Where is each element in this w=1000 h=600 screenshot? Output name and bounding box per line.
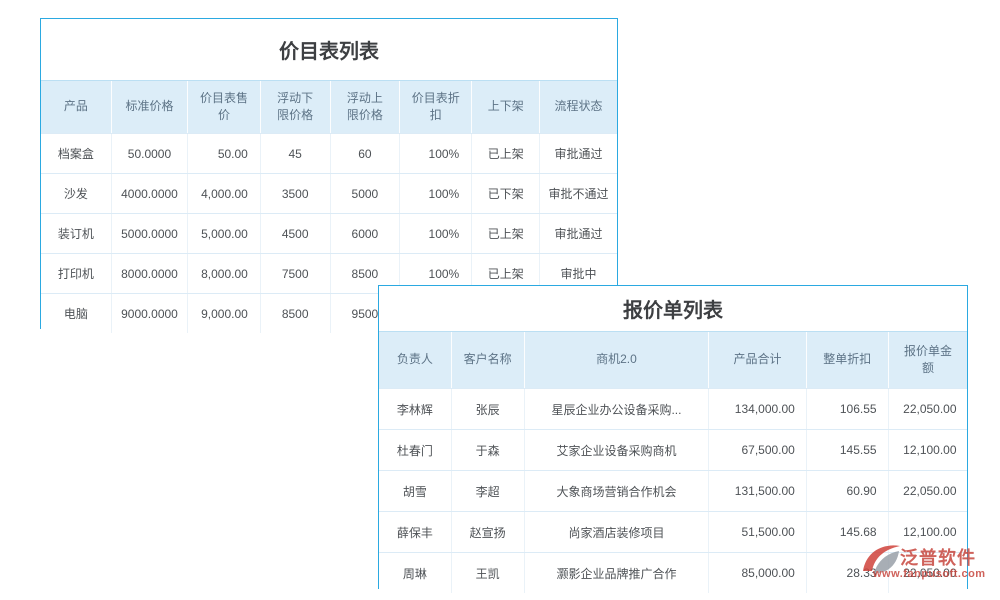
table-row: 装订机 5000.0000 5,000.00 4500 6000 100% 已上架 审批通过 (41, 213, 617, 253)
cell-product-total: 134,000.00 (708, 389, 806, 429)
column-header: 客户名称 (450, 332, 524, 388)
column-header: 流程状态 (539, 81, 617, 133)
cell-quote-amount: 12,100.00 (887, 430, 968, 470)
cell-customer[interactable]: 赵宣扬 (450, 512, 524, 552)
cell-product-total: 67,500.00 (708, 430, 806, 470)
cell-quote-amount: 22,050.00 (887, 389, 968, 429)
cell-float-lower-price: 45 (259, 134, 330, 173)
column-header: 标准价格 (110, 81, 188, 133)
cell-quote-amount: 22,050.00 (887, 553, 968, 593)
cell-product-total: 51,500.00 (708, 512, 806, 552)
price-list-table-title: 价目表列表 (41, 19, 617, 81)
cell-customer[interactable]: 李超 (450, 471, 524, 511)
cell-float-upper-price: 6000 (329, 214, 400, 253)
table-row: 杜春门 于森 艾家企业设备采购商机 67,500.00 145.55 12,100.00 (379, 429, 967, 470)
cell-product[interactable]: 打印机 (57, 267, 94, 281)
column-header: 浮动上限价格 (329, 81, 400, 133)
quotation-table-body: 李林辉 张辰 星辰企业办公设备采购... 134,000.00 106.55 22,050… (379, 388, 967, 593)
cell-standard-price: 5000.0000 (110, 214, 188, 253)
cell-customer[interactable]: 王凯 (450, 553, 524, 593)
table-row: 档案盒 50.0000 50.00 45 60 100% 已上架 审批通过 (41, 133, 617, 173)
cell-standard-price: 8000.0000 (110, 254, 188, 293)
table-row: 周琳 王凯 灏影企业品牌推广合作 85,000.00 28.33 22,050.00 (379, 552, 967, 593)
column-header: 价目表售价 (187, 81, 260, 133)
cell-owner[interactable]: 杜春门 (396, 443, 433, 458)
cell-product[interactable]: 装订机 (57, 227, 94, 241)
column-header: 价目表折扣 (399, 81, 471, 133)
quotation-table-header-row: 负责人 客户名称 商机2.0 产品合计 整单折扣 报价单金额 (379, 332, 967, 388)
cell-standard-price: 4000.0000 (110, 174, 188, 213)
cell-owner[interactable]: 周琳 (402, 566, 427, 581)
cell-standard-price: 9000.0000 (110, 294, 188, 333)
cell-opportunity[interactable]: 尚家酒店装修项目 (523, 512, 709, 552)
cell-list-price: 8,000.00 (187, 254, 260, 293)
column-header: 报价单金额 (887, 332, 968, 388)
cell-opportunity[interactable]: 灏影企业品牌推广合作 (523, 553, 709, 593)
cell-list-price: 9,000.00 (187, 294, 260, 333)
cell-shelf-status[interactable]: 已上架 (471, 254, 539, 293)
cell-order-discount: 106.55 (805, 389, 888, 429)
cell-shelf-status[interactable]: 已上架 (471, 134, 539, 173)
table-row: 薛保丰 赵宣扬 尚家酒店装修项目 51,500.00 145.68 12,100.00 (379, 511, 967, 552)
cell-order-discount: 145.55 (805, 430, 888, 470)
cell-opportunity[interactable]: 艾家企业设备采购商机 (523, 430, 709, 470)
cell-list-price: 50.00 (187, 134, 260, 173)
cell-customer[interactable]: 张辰 (450, 389, 524, 429)
cell-float-lower-price: 3500 (259, 174, 330, 213)
cell-product[interactable]: 档案盒 (57, 147, 94, 161)
cell-flow-status: 审批不通过 (539, 174, 617, 213)
price-list-table-panel: 价目表列表 产品 标准价格 价目表售价 浮动下限价格 浮动上限价格 价目表折扣 上下架 流程状… (40, 18, 618, 333)
cell-product-total: 131,500.00 (708, 471, 806, 511)
column-header: 浮动下限价格 (259, 81, 330, 133)
cell-list-price: 4,000.00 (187, 174, 260, 213)
cell-order-discount: 60.90 (805, 471, 888, 511)
cell-discount: 100% (399, 214, 471, 253)
cell-flow-status: 审批中 (539, 254, 617, 293)
column-header: 整单折扣 (805, 332, 888, 388)
quotation-table-panel: 报价单列表 负责人 客户名称 商机2.0 产品合计 整单折扣 报价单金额 李林辉 张辰 星辰企… (378, 285, 968, 593)
cell-product-total: 85,000.00 (708, 553, 806, 593)
table-row: 李林辉 张辰 星辰企业办公设备采购... 134,000.00 106.55 22,050… (379, 388, 967, 429)
cell-discount: 100% (399, 254, 471, 293)
cell-discount: 100% (399, 174, 471, 213)
cell-owner[interactable]: 李林辉 (396, 402, 433, 417)
cell-flow-status: 审批通过 (539, 214, 617, 253)
column-header: 商机2.0 (523, 332, 709, 388)
column-header: 上下架 (471, 81, 539, 133)
cell-product[interactable]: 电脑 (63, 307, 88, 321)
cell-float-upper-price: 5000 (329, 174, 400, 213)
cell-float-upper-price: 8500 (329, 254, 400, 293)
column-header: 产品合计 (708, 332, 806, 388)
cell-order-discount: 145.68 (805, 512, 888, 552)
cell-opportunity[interactable]: 大象商场营销合作机会 (523, 471, 709, 511)
cell-opportunity[interactable]: 星辰企业办公设备采购... (523, 389, 709, 429)
cell-owner[interactable]: 胡雪 (402, 484, 427, 499)
cell-quote-amount: 22,050.00 (887, 471, 968, 511)
cell-flow-status: 审批通过 (539, 134, 617, 173)
cell-customer[interactable]: 于森 (450, 430, 524, 470)
quotation-table-title: 报价单列表 (379, 286, 967, 332)
cell-float-lower-price: 7500 (259, 254, 330, 293)
cell-float-lower-price: 4500 (259, 214, 330, 253)
cell-list-price: 5,000.00 (187, 214, 260, 253)
cell-shelf-status[interactable]: 已上架 (471, 214, 539, 253)
cell-order-discount: 28.33 (805, 553, 888, 593)
column-header: 产品 (63, 99, 88, 114)
cell-owner[interactable]: 薛保丰 (396, 525, 433, 540)
cell-discount: 100% (399, 134, 471, 173)
cell-product[interactable]: 沙发 (63, 187, 88, 201)
table-row: 沙发 4000.0000 4,000.00 3500 5000 100% 已下架 审批不通过 (41, 173, 617, 213)
cell-quote-amount: 12,100.00 (887, 512, 968, 552)
cell-shelf-status[interactable]: 已下架 (471, 174, 539, 213)
price-list-table-header-row: 产品 标准价格 价目表售价 浮动下限价格 浮动上限价格 价目表折扣 上下架 流程状态 (41, 81, 617, 133)
column-header: 负责人 (396, 352, 433, 367)
cell-float-upper-price: 9500 (329, 294, 400, 333)
cell-float-lower-price: 8500 (259, 294, 330, 333)
cell-float-upper-price: 60 (329, 134, 400, 173)
cell-standard-price: 50.0000 (110, 134, 188, 173)
table-row: 胡雪 李超 大象商场营销合作机会 131,500.00 60.90 22,050.00 (379, 470, 967, 511)
